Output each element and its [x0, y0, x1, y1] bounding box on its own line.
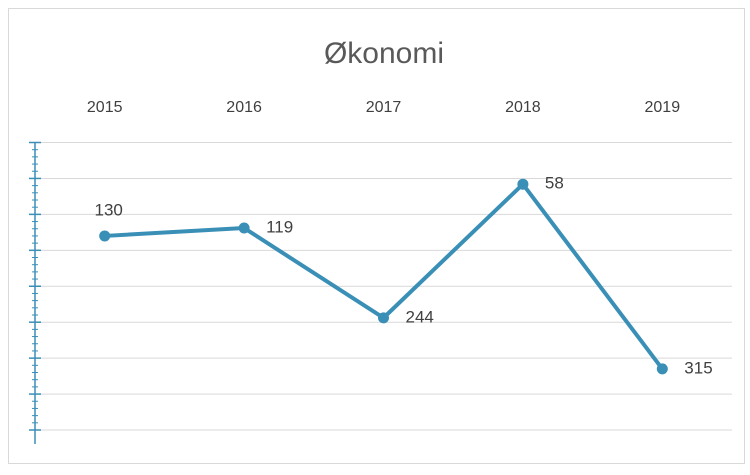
- data-label: 315: [684, 358, 712, 377]
- data-label: 130: [95, 200, 123, 219]
- marker: [517, 178, 529, 190]
- x-tick-label: 2019: [645, 99, 681, 116]
- x-tick-label: 2017: [366, 99, 402, 116]
- marker: [238, 222, 250, 234]
- x-tick-label: 2018: [505, 99, 541, 116]
- marker: [378, 312, 389, 324]
- marker: [656, 363, 668, 375]
- data-label: 119: [266, 218, 293, 237]
- chart-title: Økonomi: [324, 37, 444, 70]
- data-label: 244: [406, 307, 434, 326]
- marker: [99, 230, 111, 242]
- x-tick-label: 2015: [87, 99, 123, 116]
- x-tick-label: 2016: [226, 99, 262, 116]
- data-label: 58: [545, 174, 564, 193]
